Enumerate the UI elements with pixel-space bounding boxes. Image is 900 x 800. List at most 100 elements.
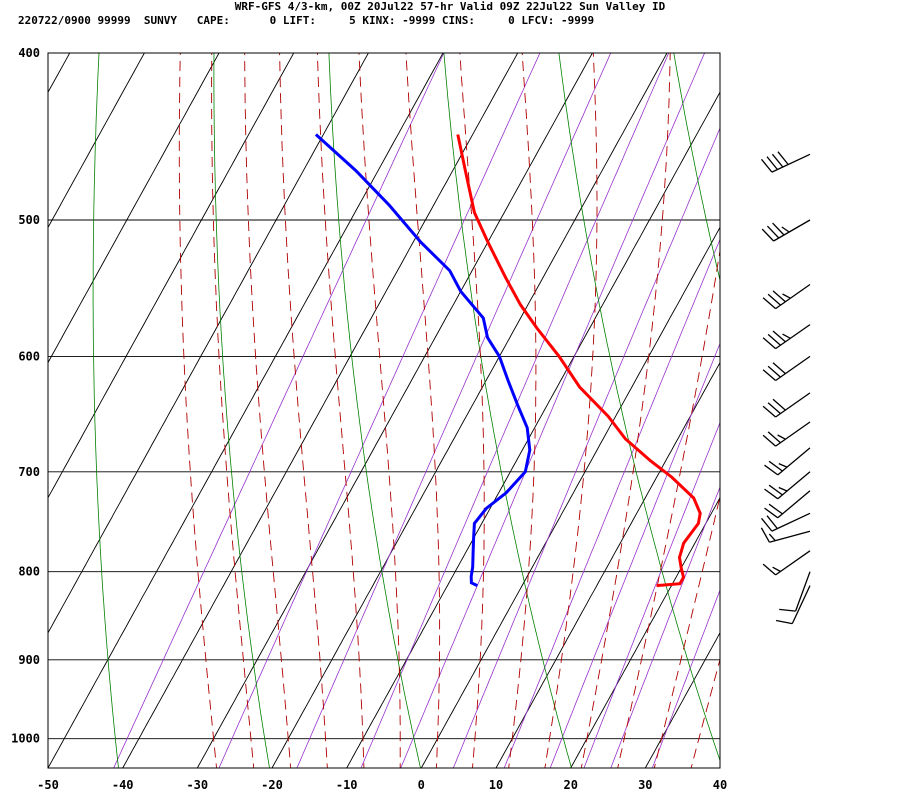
- temperature-tick-label: 30: [638, 778, 652, 792]
- wind-barb-feather: [762, 405, 777, 418]
- pressure-tick-label: 900: [18, 653, 40, 667]
- wind-barb-staff: [775, 392, 811, 418]
- wind-barb-staff: [773, 219, 811, 242]
- moist-adiabats: [178, 15, 900, 790]
- moist-adiabat-line: [316, 53, 365, 768]
- wind-barb-feather: [772, 222, 785, 236]
- isotherm-line: [495, 361, 720, 768]
- isotherm-line: [48, 53, 220, 364]
- wind-barb-feather: [782, 333, 791, 339]
- wind-barb-feather: [777, 434, 786, 440]
- wind-barbs: [760, 151, 811, 625]
- moist-adiabat-line: [544, 53, 598, 768]
- wind-barb-feather: [767, 402, 781, 415]
- chart-title: WRF-GFS 4/3-km, 00Z 20Jul22 57-hr Valid …: [234, 0, 666, 13]
- wind-barb-feather: [767, 431, 781, 444]
- wind-barb-staff: [791, 585, 811, 624]
- wind-barb-feather: [768, 533, 776, 542]
- dry-adiabat-line: [213, 53, 270, 768]
- isotherm-grid: [48, 53, 720, 768]
- wind-barb-staff: [777, 471, 811, 500]
- wind-barb-feather: [767, 365, 781, 378]
- mixing-ratio-line: [360, 53, 670, 768]
- pressure-tick-label: 500: [18, 213, 40, 227]
- pressure-tick-label: 400: [18, 46, 40, 60]
- wind-barb-feather: [762, 337, 777, 350]
- temperature-tick-label: -20: [261, 778, 283, 792]
- dry-adiabat-line: [673, 53, 720, 282]
- wind-barb-feather: [764, 488, 779, 500]
- moist-adiabat-line: [178, 53, 217, 768]
- isotherm-line: [196, 53, 593, 768]
- wind-barb-staff: [775, 355, 811, 382]
- plot-frame: [47, 52, 721, 769]
- wind-barb-feather: [778, 486, 788, 492]
- wind-barb-feather: [772, 330, 786, 343]
- mixing-ratio-lines: [113, 53, 720, 768]
- wind-barb-feather: [766, 515, 778, 530]
- isotherm-line: [346, 91, 720, 768]
- isotherm-line: [48, 53, 71, 94]
- temperature-tick-label: -10: [336, 778, 358, 792]
- moist-adiabat-line: [580, 53, 671, 768]
- wind-barb-feather: [772, 362, 786, 375]
- wind-barb-feather: [781, 226, 790, 233]
- wind-barb-feather: [767, 293, 781, 306]
- pressure-axis: 400 500 600 700 800 900 1000: [11, 46, 40, 746]
- isotherm-line: [644, 631, 720, 768]
- wind-barb-feather: [766, 225, 780, 239]
- isotherm-line: [271, 53, 668, 768]
- dry-adiabat-line: [558, 53, 720, 762]
- wind-barb-staff: [775, 324, 811, 350]
- temperature-tick-label: 40: [713, 778, 727, 792]
- temperature-tick-label: 10: [489, 778, 503, 792]
- isobar-grid: [48, 219, 720, 740]
- wind-barb-feather: [779, 608, 796, 612]
- wind-barb-feather: [762, 563, 777, 576]
- isotherm-line: [48, 53, 295, 499]
- temperature-tick-label: -50: [37, 778, 59, 792]
- wind-barb-feather: [762, 369, 777, 381]
- dewpoint-profile: [314, 133, 532, 587]
- isotherm-line: [122, 53, 519, 768]
- wind-barb-feather: [768, 460, 783, 472]
- mixing-ratio-line: [549, 342, 720, 768]
- wind-barb-staff: [775, 421, 811, 447]
- isotherm-line: [420, 226, 720, 768]
- pressure-tick-label: 600: [18, 349, 40, 363]
- mixing-ratio-line: [503, 238, 720, 768]
- wind-barb-staff: [769, 530, 811, 543]
- dry-adiabats: [92, 15, 900, 797]
- wind-barb-staff: [775, 550, 811, 576]
- isotherm-line: [48, 53, 369, 634]
- wind-barb-feather: [777, 151, 789, 165]
- mixing-ratio-line: [296, 53, 612, 768]
- mixing-ratio-line: [218, 53, 541, 768]
- wind-barb-feather: [771, 153, 784, 168]
- moist-adiabat-line: [722, 15, 900, 790]
- wind-barb-feather: [772, 290, 786, 303]
- isotherm-line: [570, 496, 720, 768]
- wind-barb-feather: [775, 619, 793, 625]
- wind-barb-staff: [777, 490, 811, 519]
- mixing-ratio-line: [452, 127, 720, 768]
- wind-barb-feather: [760, 517, 773, 532]
- moist-adiabat-line: [653, 495, 720, 768]
- wind-barb-feather: [782, 293, 791, 299]
- wind-barb-feather: [762, 297, 777, 310]
- dry-adiabat-line: [781, 15, 900, 797]
- mixing-ratio-line: [610, 486, 720, 768]
- mixing-ratio-line: [113, 53, 445, 768]
- wind-barb-feather: [772, 566, 781, 573]
- wind-barb-staff: [771, 512, 811, 532]
- moist-adiabat-line: [405, 53, 441, 768]
- wind-barb-feather: [768, 503, 783, 515]
- dry-adiabat-line: [92, 53, 119, 768]
- pressure-tick-label: 1000: [11, 732, 40, 746]
- wind-barb-feather: [761, 228, 775, 242]
- dry-adiabat-line: [894, 15, 900, 797]
- wind-barb-staff: [775, 283, 811, 310]
- wind-barb-feather: [764, 507, 779, 519]
- temperature-tick-label: 0: [418, 778, 425, 792]
